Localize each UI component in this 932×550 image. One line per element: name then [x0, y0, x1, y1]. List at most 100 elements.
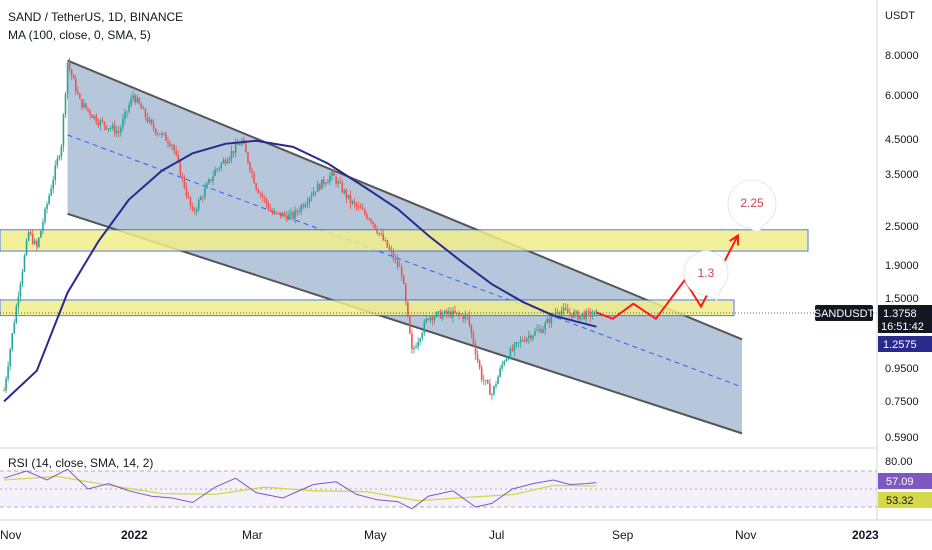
candle-body — [497, 377, 499, 385]
candle-body — [208, 179, 210, 183]
candle — [11, 333, 13, 352]
candle-body — [417, 342, 419, 347]
candle-body — [48, 196, 50, 204]
candle — [247, 152, 249, 165]
candle — [409, 316, 411, 334]
candle-body — [524, 341, 526, 342]
candle-body — [141, 104, 143, 109]
candle — [40, 230, 42, 238]
time-tick: 2023 — [852, 528, 879, 542]
candle-body — [104, 122, 106, 126]
candle — [139, 97, 141, 105]
candle-body — [333, 171, 335, 176]
candle-body — [327, 182, 329, 184]
candle-body — [42, 222, 44, 230]
candle-body — [24, 255, 26, 271]
candle-body — [413, 348, 415, 349]
candle-body — [516, 342, 518, 344]
candle-body — [448, 311, 450, 313]
candle-body — [200, 197, 202, 200]
candle-body — [434, 317, 436, 320]
candle-body — [348, 195, 350, 198]
candle-body — [563, 308, 565, 311]
candle-body — [190, 197, 192, 206]
candle-body — [538, 329, 540, 330]
candle-body — [26, 241, 28, 256]
rsi-ma-badge[interactable]: 53.32 — [878, 492, 932, 508]
candle-body — [356, 203, 358, 206]
candle-body — [130, 98, 132, 105]
candle-body — [360, 207, 362, 209]
price-axis[interactable]: USDT 8.0000 6.0000 4.5000 3.5000 2.5000 … — [877, 0, 932, 550]
price-tick: 0.5900 — [885, 432, 919, 444]
candle-body — [368, 219, 370, 220]
candle-body — [11, 333, 13, 349]
ma-legend[interactable]: MA (100, close, 0, SMA, 5) — [8, 28, 151, 42]
candle-body — [32, 234, 34, 244]
candle-body — [91, 115, 93, 118]
candle-body — [202, 197, 204, 198]
price-tick: 0.9500 — [885, 363, 919, 375]
candle-body — [239, 145, 241, 146]
candle-body — [581, 314, 583, 316]
candle-body — [36, 241, 38, 247]
candle-body — [288, 214, 290, 220]
candle-body — [399, 266, 401, 267]
candle-body — [61, 146, 63, 156]
candle-body — [186, 188, 188, 196]
candle-body — [364, 210, 366, 214]
candle-body — [124, 112, 126, 119]
candle-body — [395, 259, 397, 260]
symbol-title[interactable]: SAND / TetherUS, 1D, BINANCE — [8, 10, 183, 24]
candle-body — [411, 334, 413, 350]
candle-body — [276, 212, 278, 213]
candle-body — [575, 311, 577, 312]
candle-body — [231, 151, 233, 158]
candle — [63, 113, 65, 152]
candle-body — [268, 204, 270, 209]
candle-body — [18, 297, 20, 307]
candle-body — [100, 120, 102, 125]
candle-body — [83, 103, 85, 107]
time-tick: Jul — [489, 528, 504, 542]
candle-body — [430, 317, 432, 320]
candle-body — [499, 368, 501, 376]
rsi-value-badge[interactable]: 57.09 — [878, 473, 932, 489]
candle-body — [473, 333, 475, 344]
candle-body — [512, 349, 514, 351]
candle-body — [266, 199, 268, 204]
candle-body — [313, 192, 315, 196]
candle-body — [85, 103, 87, 108]
candle-body — [163, 133, 165, 134]
candle-body — [376, 229, 378, 233]
candle-body — [221, 163, 223, 168]
candle-body — [438, 311, 440, 312]
candle-body — [167, 141, 169, 144]
candle — [321, 179, 323, 189]
rsi-tick: 80.00 — [885, 456, 913, 468]
rsi-legend[interactable]: RSI (14, close, SMA, 14, 2) — [8, 456, 153, 470]
candle-body — [214, 170, 216, 176]
candle-body — [350, 195, 352, 203]
symbol-badge[interactable]: SANDUSDT — [814, 305, 875, 321]
candle-body — [110, 128, 112, 129]
candle-body — [284, 213, 286, 215]
candle-body — [428, 319, 430, 320]
candle — [16, 303, 18, 323]
candle-body — [352, 201, 354, 203]
candle-body — [182, 175, 184, 177]
last-price-badge[interactable]: 1.3758 16:51:42 — [878, 305, 932, 333]
support-zone-1[interactable] — [0, 230, 808, 251]
ma-value-badge[interactable]: 1.2575 — [878, 336, 932, 352]
candle-body — [145, 109, 147, 117]
candle-body — [180, 161, 182, 175]
candle-body — [503, 361, 505, 364]
candle-body — [391, 250, 393, 252]
price-tick: 6.0000 — [885, 90, 919, 102]
candle-body — [132, 96, 134, 99]
candle-body — [485, 380, 487, 381]
candle-body — [216, 169, 218, 170]
candle-body — [567, 309, 569, 312]
candle — [407, 301, 409, 318]
